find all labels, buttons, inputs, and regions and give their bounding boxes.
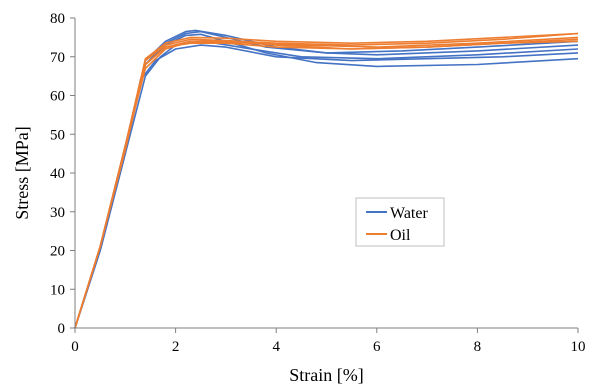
series-line-oil-9	[74, 40, 579, 329]
legend: Water Oil	[355, 197, 445, 247]
y-tick-label-20: 20	[50, 244, 65, 260]
y-tick-label-60: 60	[50, 89, 65, 105]
x-tick-label-0: 0	[71, 339, 79, 355]
series-line-oil-6	[74, 38, 579, 329]
series-line-water-0	[74, 40, 579, 329]
y-tick-label-0: 0	[58, 321, 66, 337]
y-axis-title: Stress [MPa]	[12, 126, 32, 220]
series-line-water-2	[74, 33, 579, 329]
y-tick-label-30: 30	[50, 205, 65, 221]
legend-label-oil: Oil	[390, 227, 411, 244]
series-line-oil-5	[74, 36, 579, 329]
y-tick-label-70: 70	[50, 50, 65, 66]
legend-label-water: Water	[390, 205, 428, 222]
legend-box	[355, 197, 445, 247]
x-tick-label-8: 8	[474, 339, 482, 355]
x-tick-label-6: 6	[373, 339, 381, 355]
series-line-water-1	[74, 44, 579, 329]
tick-marks	[70, 17, 579, 333]
y-tick-label-80: 80	[50, 11, 65, 27]
tick-labels: 0 2 4 6 8 10 0 10 20 30 40 50 60 70 80	[50, 11, 586, 355]
x-tick-label-2: 2	[172, 339, 180, 355]
series-line-oil-7	[74, 32, 579, 329]
x-tick-label-10: 10	[571, 339, 586, 355]
y-tick-label-50: 50	[50, 127, 65, 143]
x-axis-title: Strain [%]	[289, 365, 363, 385]
series-line-water-4	[74, 29, 579, 329]
x-tick-label-4: 4	[272, 339, 280, 355]
series-lines	[74, 29, 579, 329]
y-tick-label-40: 40	[50, 166, 65, 182]
series-line-oil-8	[74, 32, 579, 329]
y-tick-label-10: 10	[50, 282, 65, 298]
series-line-water-3	[74, 30, 579, 329]
